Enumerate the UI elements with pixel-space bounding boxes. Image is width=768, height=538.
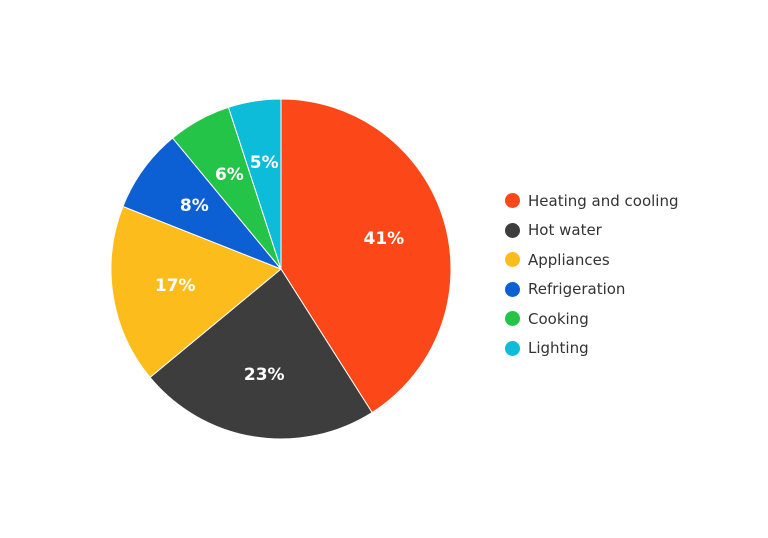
pie-slice-appliances: [110, 205, 282, 379]
slice-label-lighting: 5%: [250, 153, 279, 173]
slice-label-cooking: 6%: [215, 165, 244, 185]
pie-slice-labels: 41% 23% 17% 8% 6% 5%: [155, 153, 404, 385]
legend-swatch: [505, 193, 520, 209]
legend-item-refrigeration: Refrigeration: [505, 275, 679, 305]
pie-slices: [110, 98, 452, 440]
legend-label: Cooking: [528, 309, 589, 328]
legend-item-appliances: Appliances: [505, 245, 679, 275]
pie-slice-hot-water: [149, 268, 373, 440]
slice-label-hot-water: 23%: [244, 365, 285, 385]
pie-slice-lighting: [227, 98, 282, 270]
legend-label: Refrigeration: [528, 280, 626, 299]
legend-item-hot-water: Hot water: [505, 216, 679, 246]
slice-label-heating-and-cooling: 41%: [363, 229, 404, 249]
legend-item-lighting: Lighting: [505, 334, 679, 364]
legend-label: Hot water: [528, 221, 602, 240]
legend-label: Lighting: [528, 339, 589, 358]
legend-label: Heating and cooling: [528, 191, 679, 210]
legend-swatch: [505, 311, 520, 327]
legend-item-cooking: Cooking: [505, 304, 679, 334]
slice-label-refrigeration: 8%: [180, 196, 209, 216]
legend-item-heating-and-cooling: Heating and cooling: [505, 186, 679, 216]
legend-swatch: [505, 340, 520, 356]
chart-legend: Heating and cooling Hot water Appliances Re…: [505, 186, 679, 363]
legend-swatch: [505, 281, 520, 297]
legend-swatch: [505, 222, 520, 238]
slice-label-appliances: 17%: [155, 276, 196, 296]
legend-swatch: [505, 252, 520, 268]
legend-label: Appliances: [528, 250, 610, 269]
pie-slice-heating-and-cooling: [280, 98, 452, 414]
